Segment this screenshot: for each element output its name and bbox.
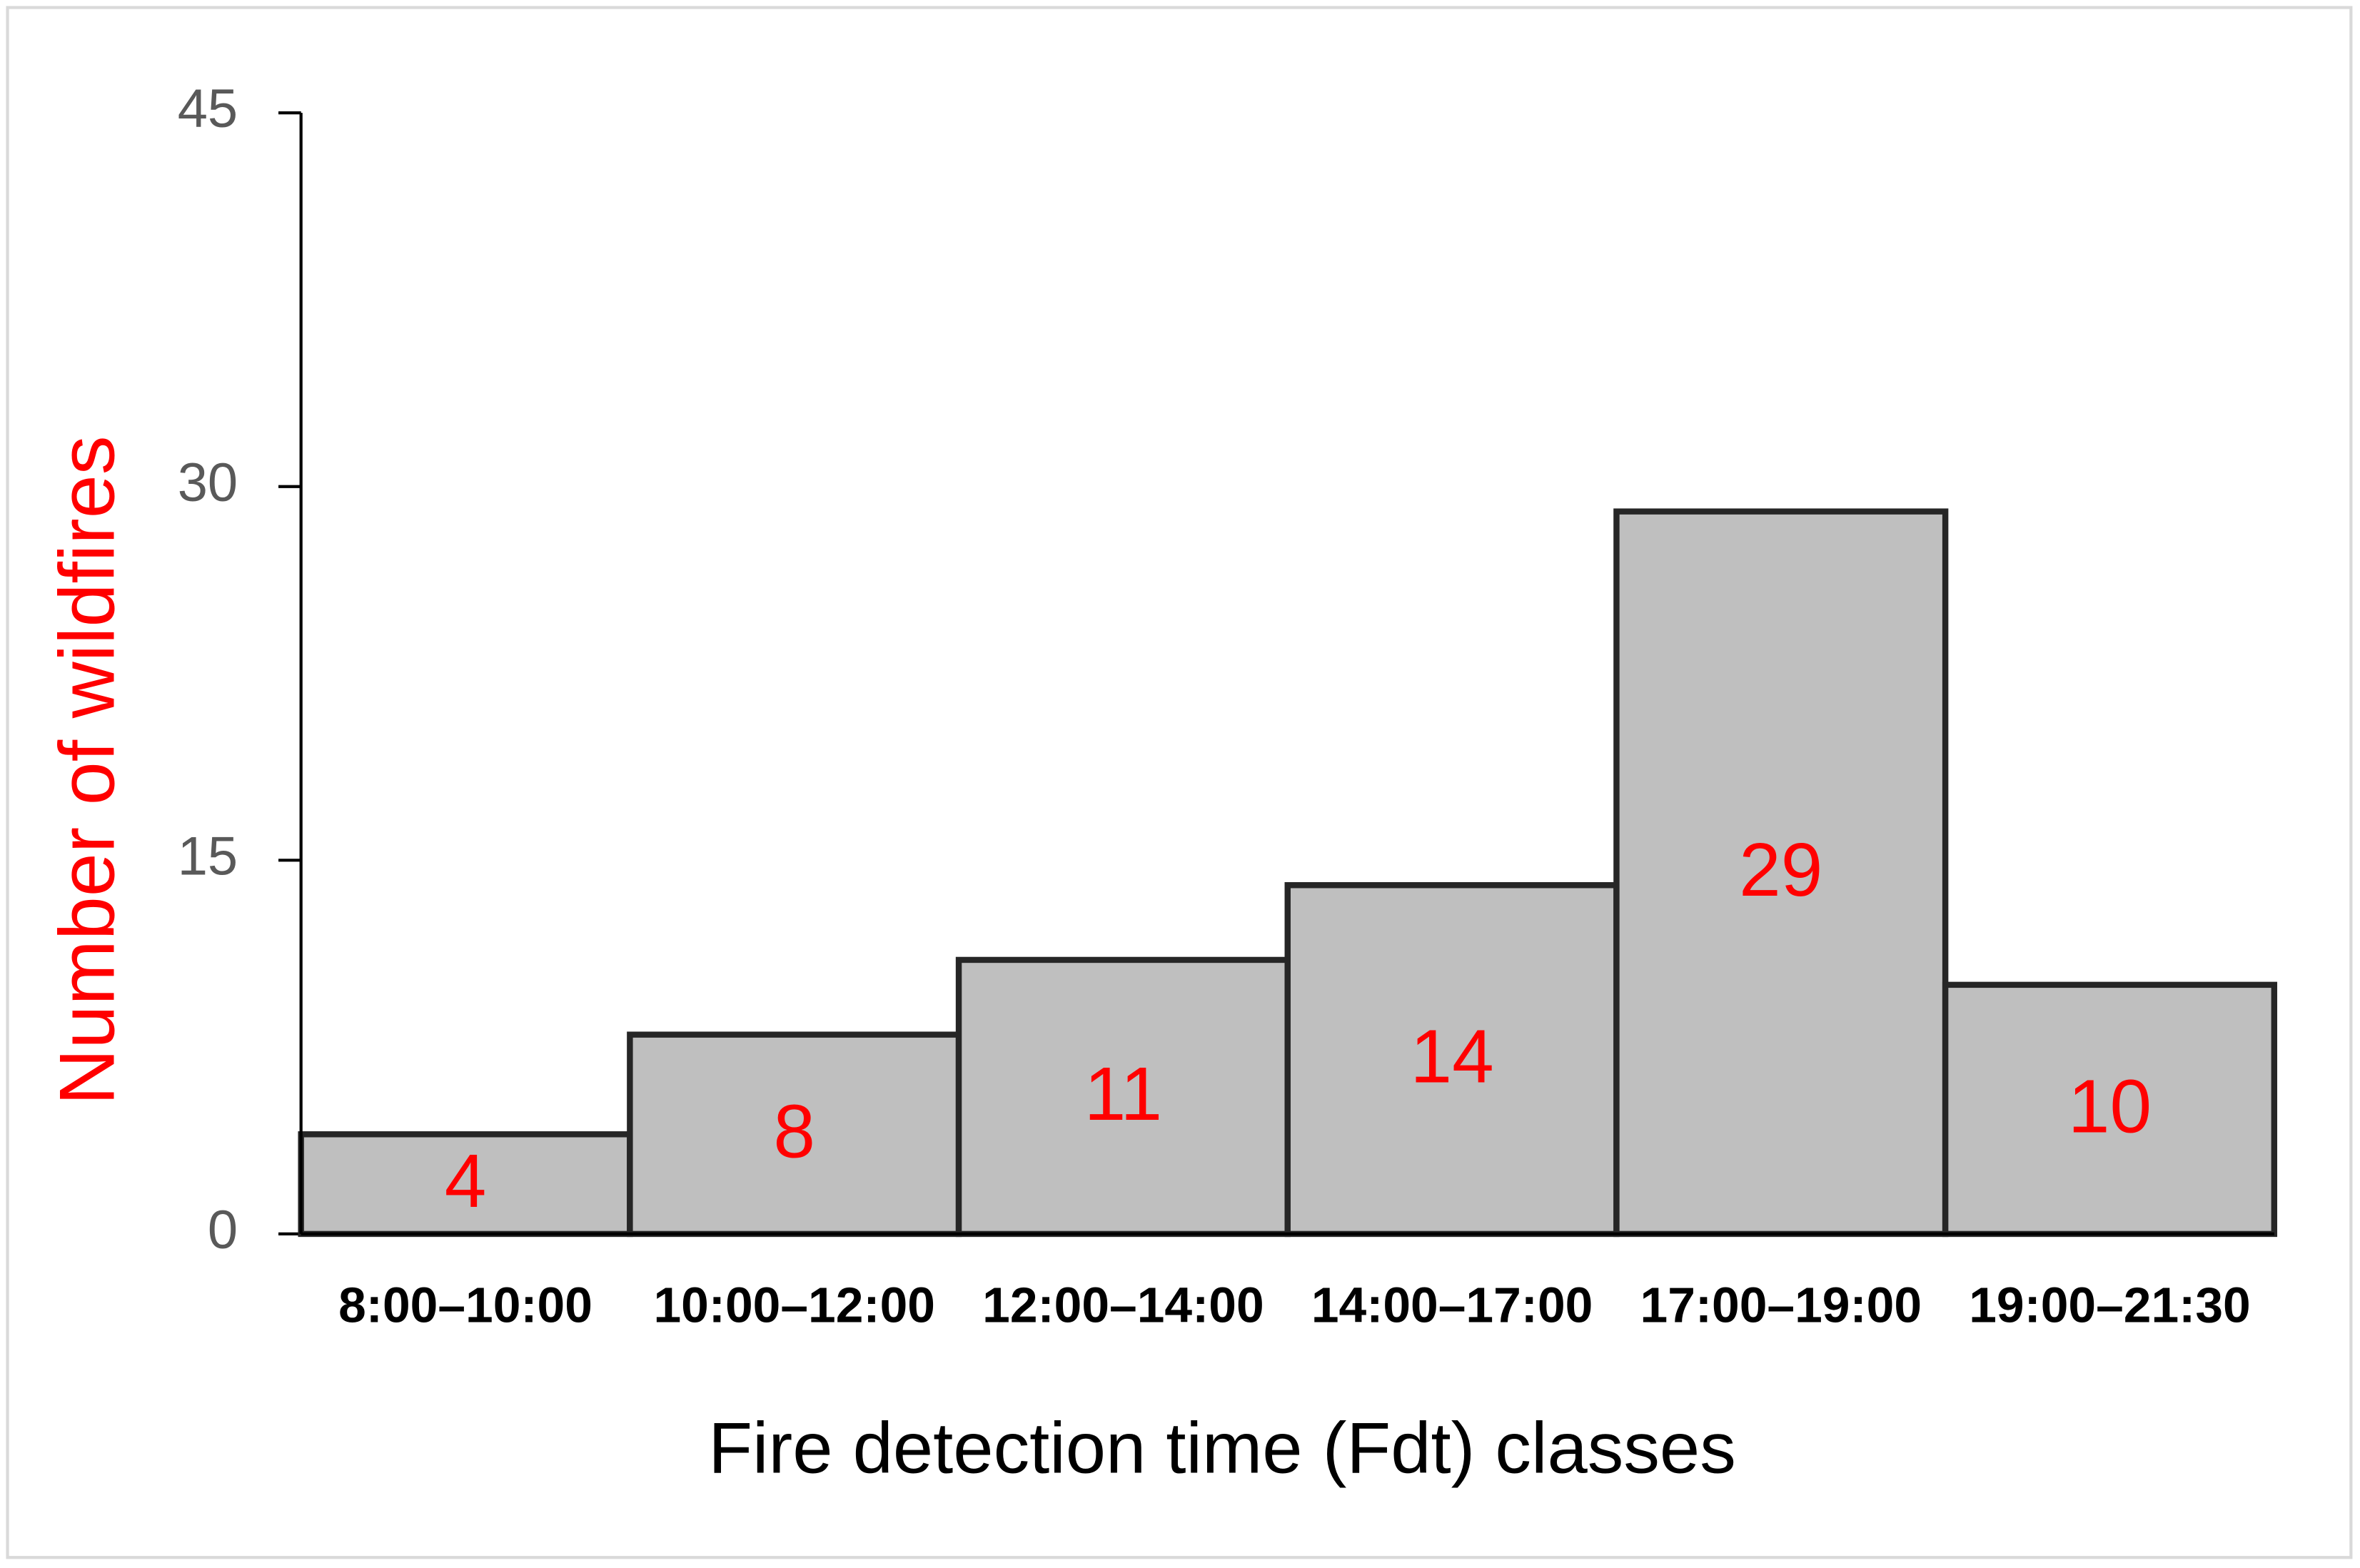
x-tick-label: 17:00–19:00 [1640,1278,1922,1333]
y-tick-label: 30 [178,452,238,513]
bar [955,956,1291,1238]
x-tick-label: 8:00–10:00 [338,1278,592,1333]
bar [1613,508,1949,1238]
value-label: 4 [445,1140,487,1223]
chart-frame [6,6,2353,1559]
value-label: 11 [1084,1053,1162,1136]
bar [1284,882,1620,1238]
x-tick-label: 10:00–12:00 [653,1278,935,1333]
bar [627,1031,962,1238]
x-tick-label: 12:00–14:00 [982,1278,1264,1333]
value-label: 14 [1410,1016,1493,1099]
value-label: 10 [2068,1065,2152,1148]
y-tick-label: 15 [178,826,238,886]
x-axis-label: Fire detection time (Fdt) classes [708,1407,1736,1488]
y-tick-label: 0 [208,1200,238,1260]
y-tick-label: 45 [178,79,238,139]
y-axis-label: Number of wildfires [44,435,131,1105]
bar [1942,981,2278,1238]
x-tick-label: 19:00–21:30 [1969,1278,2251,1333]
value-label: 29 [1739,829,1822,912]
value-label: 8 [773,1090,815,1173]
x-tick-label: 14:00–17:00 [1311,1278,1593,1333]
